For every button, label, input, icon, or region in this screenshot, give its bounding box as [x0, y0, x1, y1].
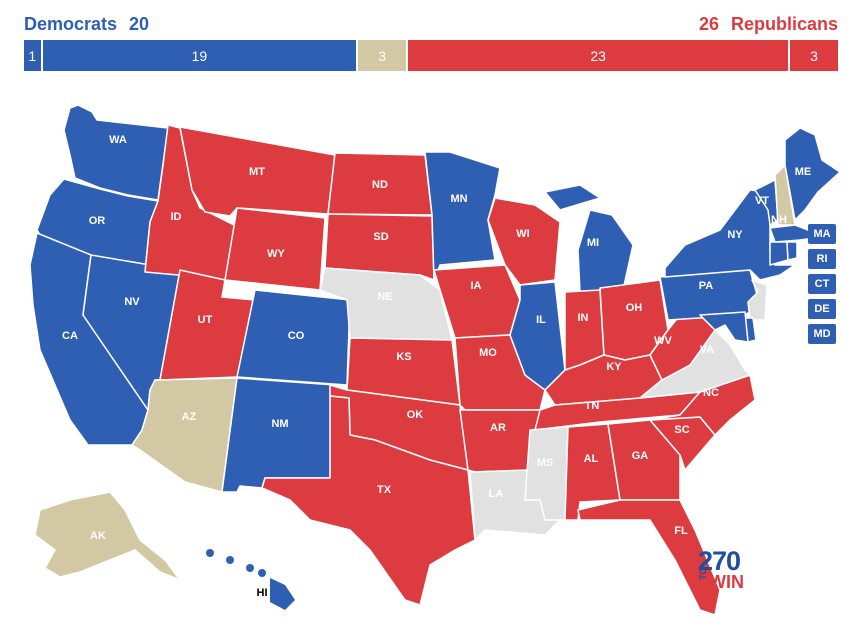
state-label-al: AL — [584, 453, 599, 465]
state-mn[interactable] — [424, 151, 501, 281]
state-nm[interactable] — [221, 377, 336, 493]
state-label-az: AZ — [182, 411, 197, 423]
democrats-count: 20 — [129, 14, 150, 34]
state-label-hi: HI — [257, 587, 268, 599]
state-label-co: CO — [288, 330, 305, 342]
state-label-or: OR — [89, 215, 106, 227]
small-state-md[interactable]: MD — [808, 324, 836, 344]
state-labels: WA OR CA NV ID MT WY UT AZ CO NM ND SD NE KS OK TX MN IA MO… — [62, 134, 811, 599]
state-label-me: ME — [795, 166, 812, 178]
democrats-label: Democrats — [24, 14, 118, 34]
democrats-total: Democrats 20 — [24, 14, 149, 35]
state-tx[interactable] — [261, 395, 476, 606]
state-label-ky: KY — [606, 361, 622, 373]
state-label-wi: WI — [516, 228, 529, 240]
logo-win: WIN — [709, 572, 744, 592]
us-map-svg: WA OR CA NV ID MT WY UT AZ CO NM ND SD NE KS OK TX MN IA MO… — [29, 104, 841, 616]
state-label-ks: KS — [396, 351, 411, 363]
state-label-sd: SD — [373, 231, 388, 243]
logo-number: 270 — [698, 546, 741, 576]
state-label-la: LA — [489, 488, 504, 500]
state-label-ok: OK — [407, 409, 424, 421]
state-wa[interactable] — [63, 104, 169, 201]
state-sd[interactable] — [324, 213, 435, 281]
state-label-va: VA — [700, 344, 715, 356]
state-fl[interactable] — [577, 499, 721, 616]
state-ak[interactable] — [34, 491, 181, 581]
state-label-ms: MS — [537, 457, 554, 469]
state-label-mi: MI — [587, 237, 599, 249]
small-state-ri[interactable]: RI — [808, 249, 836, 269]
logo-to: TO — [698, 567, 708, 580]
state-me[interactable] — [784, 127, 841, 221]
state-label-ia: IA — [471, 280, 482, 292]
state-md[interactable] — [699, 311, 749, 343]
state-label-sc: SC — [674, 424, 689, 436]
tally-segment-3: 23 — [406, 40, 789, 71]
small-state-de[interactable]: DE — [808, 299, 836, 319]
small-state-ma[interactable]: MA — [808, 224, 836, 244]
state-label-ne: NE — [377, 291, 392, 303]
republicans-label: Republicans — [730, 14, 838, 34]
state-label-wy: WY — [267, 248, 285, 260]
tally-segment-4: 3 — [788, 40, 838, 71]
state-label-ny: NY — [727, 229, 743, 241]
tally-segment-1: 19 — [40, 40, 357, 71]
state-label-pa: PA — [699, 280, 714, 292]
state-label-wa: WA — [109, 134, 127, 146]
us-map: WA OR CA NV ID MT WY UT AZ CO NM ND SD NE KS OK TX MN IA MO… — [0, 80, 857, 642]
state-label-mt: MT — [249, 166, 265, 178]
small-state-ct[interactable]: CT — [808, 274, 836, 294]
state-hi[interactable] — [206, 549, 295, 610]
state-il[interactable] — [509, 281, 566, 391]
state-label-nh: NH — [771, 214, 787, 226]
state-label-ar: AR — [490, 422, 506, 434]
state-label-wv: WV — [654, 335, 672, 347]
state-label-nm: NM — [271, 418, 288, 430]
site-logo[interactable]: 270 TO WIN — [698, 546, 758, 596]
state-label-nc: NC — [703, 387, 719, 399]
state-wi[interactable] — [487, 197, 561, 286]
state-label-oh: OH — [626, 302, 643, 314]
state-label-ca: CA — [62, 330, 78, 342]
state-label-ut: UT — [198, 314, 213, 326]
state-label-il: IL — [536, 314, 546, 326]
state-label-nv: NV — [124, 296, 140, 308]
state-label-nd: ND — [372, 179, 388, 191]
state-label-mn: MN — [450, 193, 467, 205]
tally-segment-2: 3 — [356, 40, 407, 71]
tally-header: Democrats 20 26 Republicans — [24, 14, 838, 38]
state-label-vt: VT — [755, 195, 769, 207]
state-label-fl: FL — [674, 525, 688, 537]
state-ct[interactable] — [769, 241, 789, 266]
state-ga[interactable] — [607, 419, 681, 501]
state-label-ga: GA — [632, 450, 649, 462]
state-label-tx: TX — [377, 484, 392, 496]
state-label-id: ID — [171, 211, 182, 223]
tally-bar: 1 19 3 23 3 — [24, 40, 838, 71]
state-label-mo: MO — [479, 347, 497, 359]
republicans-count: 26 — [698, 14, 719, 34]
state-ny[interactable] — [664, 189, 796, 281]
tally-segment-0: 1 — [24, 40, 41, 71]
state-label-in: IN — [578, 312, 589, 324]
state-label-tn: TN — [585, 400, 600, 412]
republicans-total: 26 Republicans — [699, 14, 838, 35]
state-label-ak: AK — [90, 530, 106, 542]
state-ri[interactable] — [786, 241, 798, 261]
state-vt[interactable] — [754, 179, 779, 226]
